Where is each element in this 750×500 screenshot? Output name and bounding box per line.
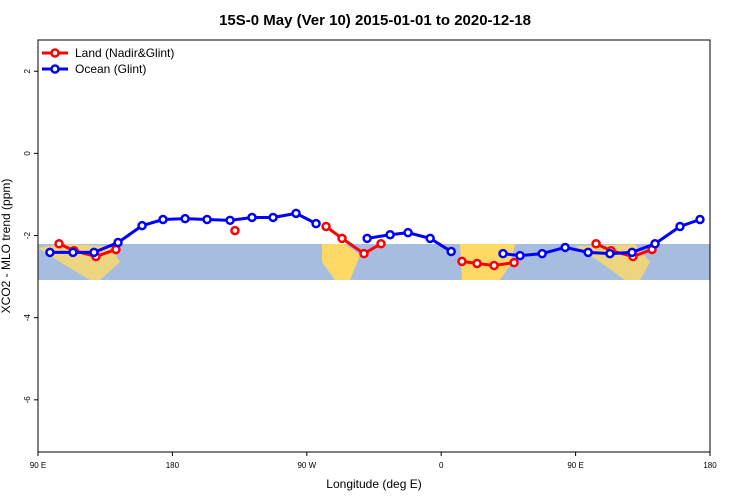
data-point <box>695 214 705 225</box>
y-tick-label: 2 <box>23 68 32 73</box>
data-point <box>403 227 413 238</box>
data-point <box>583 247 593 258</box>
data-point <box>268 212 278 223</box>
data-point <box>359 248 369 259</box>
data-point <box>457 256 467 267</box>
data-point <box>137 220 147 231</box>
x-tick-label: 180 <box>166 461 180 470</box>
data-point <box>627 247 637 258</box>
data-point <box>498 248 508 259</box>
legend-marker <box>50 64 60 74</box>
data-point <box>537 248 547 259</box>
chart-title: 15S-0 May (Ver 10) 2015-01-01 to 2020-12… <box>219 12 531 29</box>
data-point <box>158 214 168 225</box>
y-tick-label: -6 <box>23 396 32 404</box>
data-point <box>472 258 482 269</box>
data-point <box>362 233 372 244</box>
data-point <box>560 242 570 253</box>
data-point <box>89 247 99 258</box>
land-shape <box>322 244 360 280</box>
legend-label: Land (Nadir&Glint) <box>75 46 174 60</box>
y-tick-label: -4 <box>23 314 32 322</box>
x-tick-label: 180 <box>703 461 717 470</box>
data-point <box>321 221 331 232</box>
data-point <box>311 218 321 229</box>
data-point <box>54 238 64 249</box>
data-point <box>650 238 660 249</box>
legend-marker <box>50 48 60 58</box>
x-tick-label: 90 E <box>30 461 46 470</box>
data-point <box>385 229 395 240</box>
x-axis-label: Longitude (deg E) <box>326 477 421 491</box>
x-tick-label: 90 W <box>297 461 316 470</box>
x-tick-label: 90 E <box>567 461 583 470</box>
data-point <box>509 257 519 268</box>
y-tick-label: 0 <box>23 151 32 156</box>
data-point <box>291 208 301 219</box>
data-point <box>376 238 386 249</box>
data-point <box>515 250 525 261</box>
plot-frame <box>37 39 711 453</box>
data-point <box>113 237 123 248</box>
data-point <box>337 233 347 244</box>
data-point <box>68 247 78 258</box>
data-point <box>247 212 257 223</box>
map-band <box>38 244 710 280</box>
y-axis-label: XCO2 - MLO trend (ppm) <box>0 179 13 314</box>
data-point <box>605 248 615 259</box>
data-point <box>180 213 190 224</box>
data-point <box>446 246 456 257</box>
data-point <box>591 238 601 249</box>
data-point <box>202 214 212 225</box>
data-point <box>675 221 685 232</box>
data-point <box>489 260 499 271</box>
y-tick-label: -2 <box>23 231 32 239</box>
data-point <box>425 233 435 244</box>
legend-label: Ocean (Glint) <box>75 62 146 76</box>
x-tick-label: 0 <box>439 461 444 470</box>
data-point <box>45 247 55 258</box>
data-point <box>230 225 240 236</box>
data-point <box>225 215 235 226</box>
